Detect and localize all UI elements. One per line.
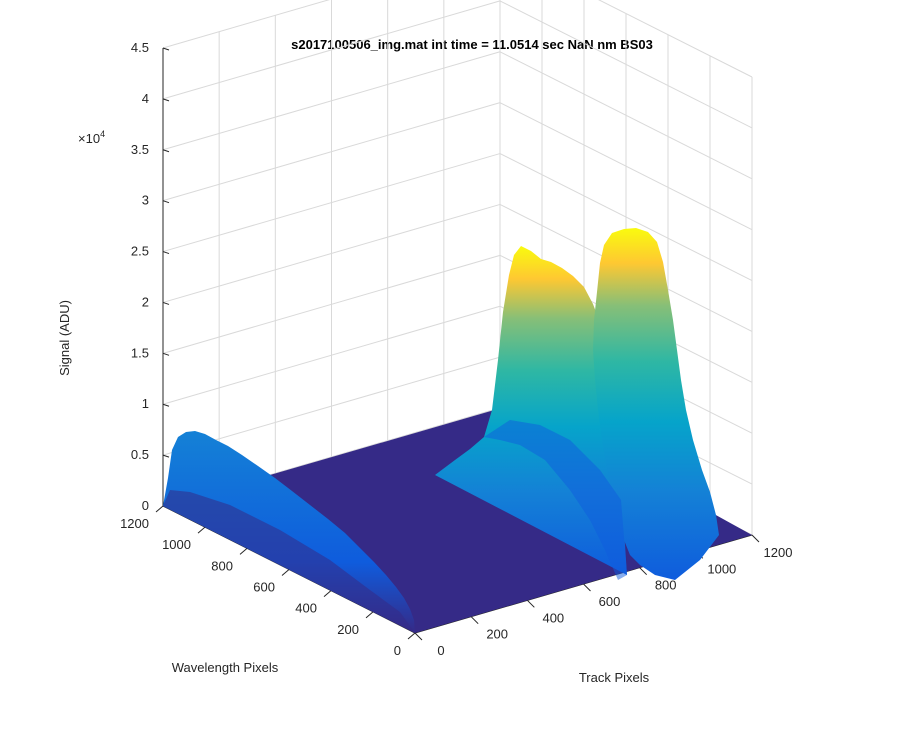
z-tick-mark xyxy=(162,200,170,204)
z-tick-label: 1 xyxy=(142,396,149,411)
y-axis-label: Wavelength Pixels xyxy=(172,660,279,675)
z-tick-label: 4 xyxy=(142,91,149,106)
x-tick-label: 200 xyxy=(486,627,508,642)
grid-line xyxy=(162,102,501,202)
z-tick-mark xyxy=(162,403,170,407)
grid-line xyxy=(162,254,501,354)
y-tick-label: 800 xyxy=(211,558,233,573)
y-tick-label: 1200 xyxy=(120,516,149,531)
x-tick-label: 600 xyxy=(599,594,621,609)
x-tick-label: 800 xyxy=(655,578,677,593)
z-tick-label: 2.5 xyxy=(131,244,149,259)
z-tick-label: 3 xyxy=(142,193,149,208)
y-tick-mark xyxy=(239,547,248,555)
y-tick-label: 400 xyxy=(295,601,317,616)
y-tick-label: 1000 xyxy=(162,537,191,552)
grid-line xyxy=(162,0,501,100)
x-tick-mark xyxy=(526,599,535,608)
grid-line xyxy=(162,0,330,49)
x-tick-label: 0 xyxy=(437,643,444,658)
tick-labels: 0200400600800100012000200400600800100012… xyxy=(120,40,792,658)
z-tick-mark xyxy=(162,251,170,255)
x-tick-label: 400 xyxy=(542,610,564,625)
grid-line xyxy=(162,203,501,303)
grid-line xyxy=(499,153,753,282)
grid-line xyxy=(499,102,753,231)
z-tick-label: 3.5 xyxy=(131,142,149,157)
grid-line xyxy=(162,356,501,456)
grid-line xyxy=(598,0,753,78)
z-tick-mark xyxy=(162,98,170,102)
x-tick-mark xyxy=(470,616,479,625)
y-tick-mark xyxy=(281,569,290,576)
y-tick-mark xyxy=(155,505,164,513)
y-tick-mark xyxy=(407,632,416,640)
grid-line xyxy=(499,51,753,180)
grid-line xyxy=(162,305,501,405)
y-tick-mark xyxy=(197,526,206,534)
z-tick-label: 4.5 xyxy=(131,40,149,55)
z-tick-label: 2 xyxy=(142,294,149,309)
y-tick-label: 0 xyxy=(394,643,401,658)
surface-ridge-shade xyxy=(163,490,415,633)
z-tick-mark xyxy=(162,352,170,356)
surface-peak-b xyxy=(593,228,719,580)
z-tick-label: 1.5 xyxy=(131,345,149,360)
y-tick-label: 200 xyxy=(337,622,359,637)
y-tick-label: 600 xyxy=(253,580,275,595)
z-tick-label: 0.5 xyxy=(131,447,149,462)
x-tick-mark xyxy=(751,534,760,543)
y-tick-mark xyxy=(323,590,332,598)
surface-peak-shade xyxy=(484,420,627,580)
z-tick-mark xyxy=(162,301,170,305)
chart-title: s2017100506_img.mat int time = 11.0514 s… xyxy=(291,37,653,52)
x-tick-label: 1000 xyxy=(707,561,736,576)
x-axis-label: Track Pixels xyxy=(579,670,650,685)
grid-line xyxy=(499,0,753,129)
z-tick-mark xyxy=(162,149,170,153)
x-tick-mark xyxy=(639,567,648,576)
z-tick-label: 0 xyxy=(142,498,149,513)
surface xyxy=(163,228,752,633)
grid-line xyxy=(162,51,501,151)
x-tick-mark xyxy=(414,632,423,641)
z-axis-label: Signal (ADU) xyxy=(57,300,72,376)
x-tick-label: 1200 xyxy=(764,545,793,560)
y-tick-mark xyxy=(365,611,374,619)
grid-line xyxy=(162,153,501,253)
x-tick-mark xyxy=(583,583,591,592)
z-tick-mark xyxy=(162,454,170,458)
z-multiplier: ×104 xyxy=(78,129,105,146)
z-tick-mark xyxy=(162,47,170,51)
